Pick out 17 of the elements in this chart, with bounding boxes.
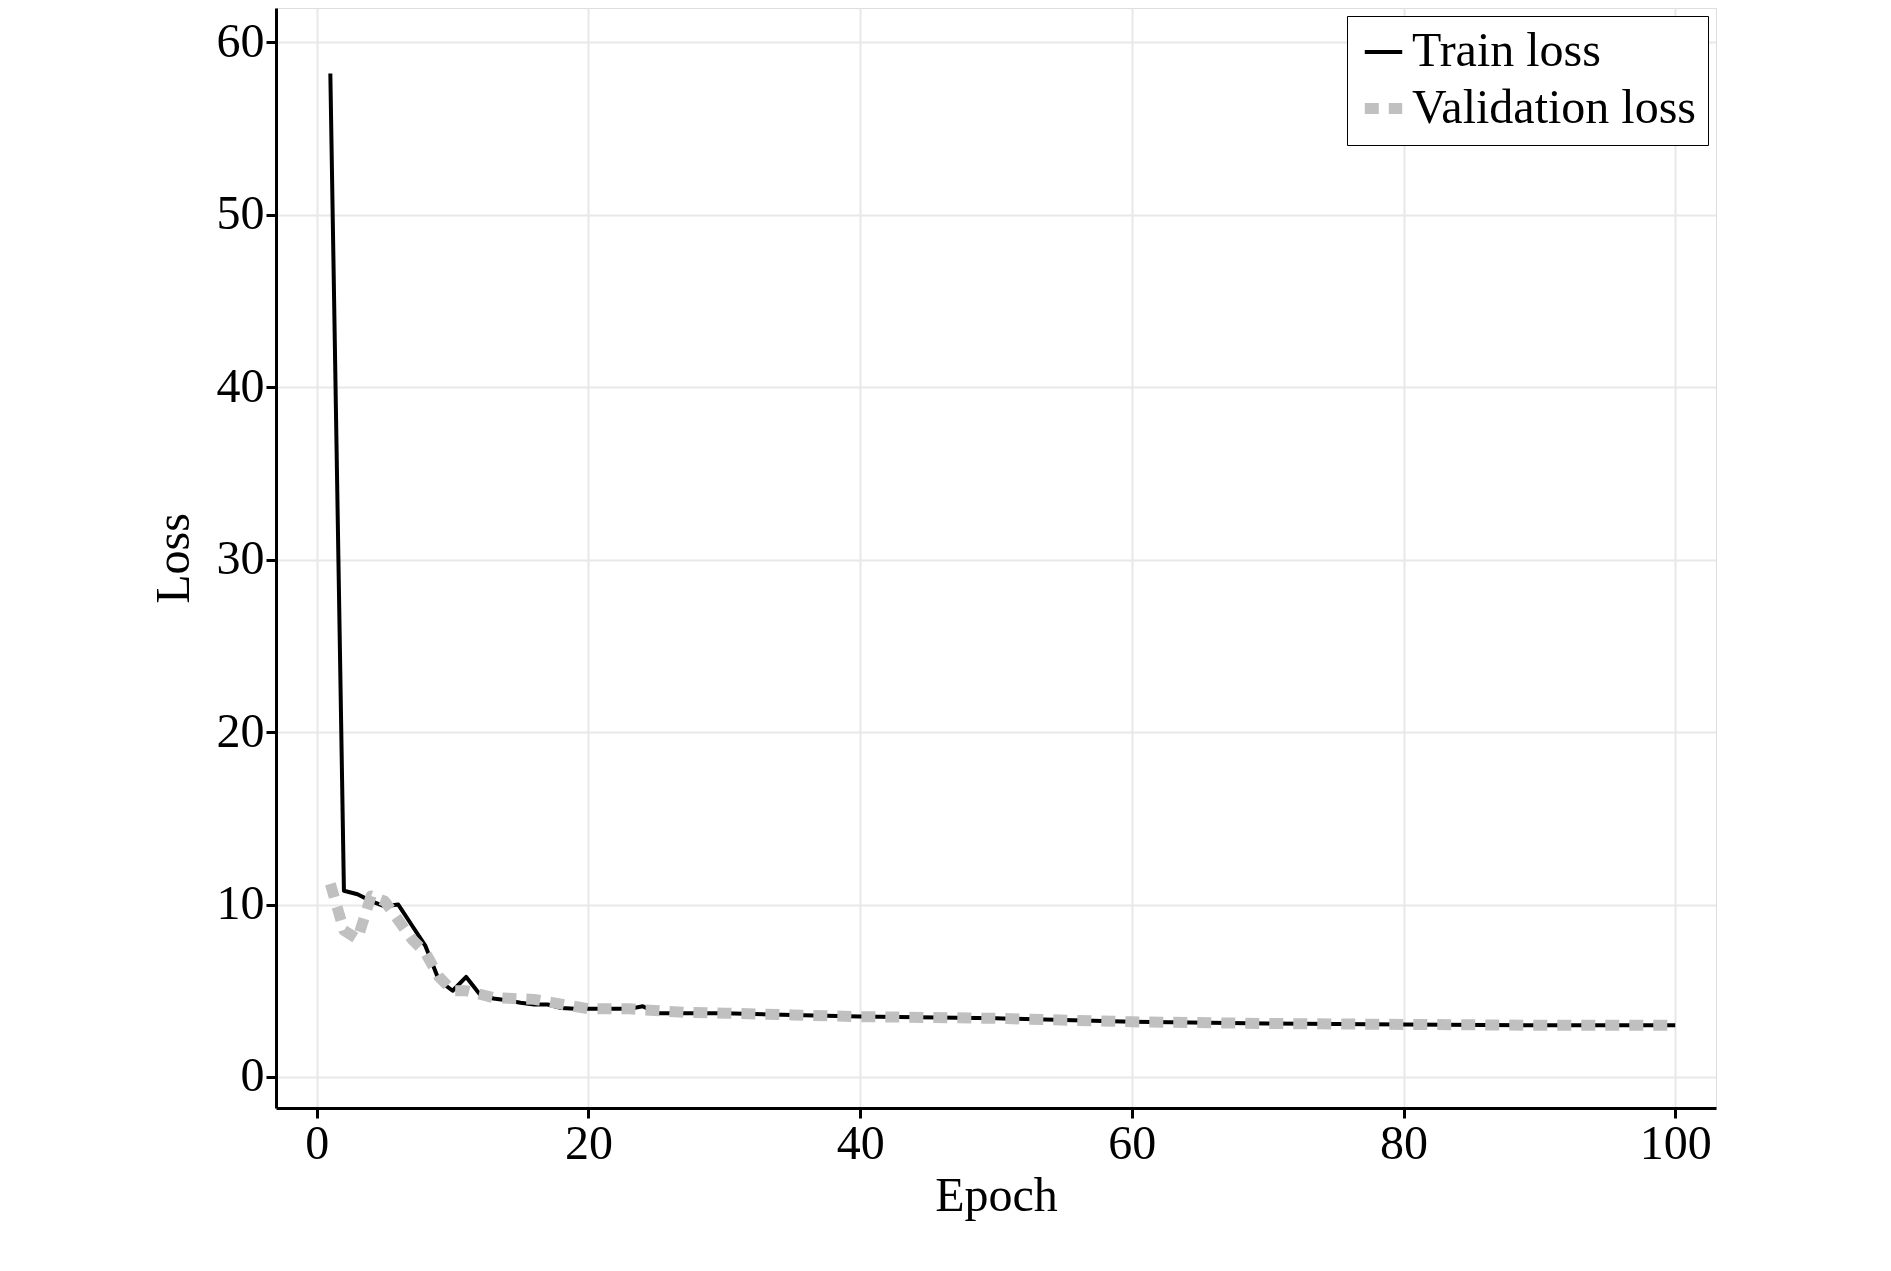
legend-label: Train loss	[1412, 23, 1601, 76]
y-axis-title: Loss	[145, 513, 199, 604]
x-tick-label: 20	[564, 1115, 613, 1169]
y-tick-label: 0	[240, 1048, 265, 1102]
x-tick-label: 100	[1639, 1115, 1712, 1169]
y-tick-label: 30	[216, 531, 265, 585]
y-tick-label: 40	[216, 358, 265, 412]
y-tick-label: 50	[216, 186, 265, 240]
y-tick-label: 10	[216, 876, 265, 930]
x-tick-label: 60	[1108, 1115, 1157, 1169]
x-tick-label: 40	[836, 1115, 885, 1169]
x-tick-label: 80	[1380, 1115, 1429, 1169]
x-tick-label: 0	[305, 1115, 330, 1169]
legend-label: Validation loss	[1412, 79, 1696, 133]
x-axis-title: Epoch	[935, 1167, 1058, 1221]
y-tick-label: 60	[216, 13, 265, 67]
y-tick-label: 20	[216, 703, 265, 757]
